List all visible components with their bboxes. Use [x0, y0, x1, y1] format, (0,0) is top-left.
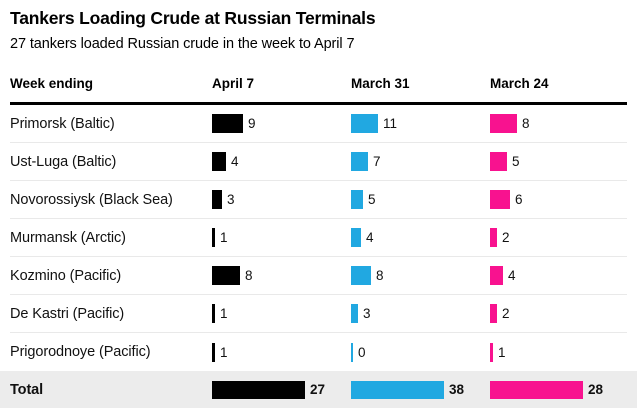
- bar-value-label: 6: [515, 192, 523, 207]
- terminal-label: Murmansk (Arctic): [10, 229, 126, 246]
- table-row-novorossiysk-black-sea: Novorossiysk (Black Sea) 3 5 6: [10, 181, 627, 219]
- bar-value-label: 1: [220, 306, 228, 321]
- terminal-label: Novorossiysk (Black Sea): [10, 191, 173, 208]
- bar-march-24: [490, 152, 507, 171]
- bar-value-label: 4: [231, 154, 239, 169]
- bar-april-7: [212, 380, 305, 399]
- bar-cell-april-7: 1: [212, 342, 351, 362]
- bar-april-7: [212, 114, 243, 133]
- bar-cell-march-31: 4: [351, 228, 490, 247]
- bar-cell-march-24: 8: [490, 114, 627, 133]
- bar-march-24: [490, 190, 510, 209]
- bar-value-label: 2: [502, 306, 510, 321]
- bar-april-7: [212, 152, 226, 171]
- bar-value-label: 11: [383, 116, 398, 131]
- bar-cell-march-24: 5: [490, 152, 627, 171]
- bar-cell-march-24: 2: [490, 228, 627, 247]
- bar-value-label: 28: [588, 382, 604, 397]
- bar-april-7: [212, 342, 215, 362]
- bar-march-31: [351, 190, 363, 209]
- terminal-label: Ust-Luga (Baltic): [10, 153, 117, 170]
- bar-cell-april-7: 3: [212, 190, 351, 209]
- bar-cell-march-24: 28: [490, 380, 627, 399]
- bar-cell-march-31: 3: [351, 304, 490, 323]
- week-ending-header: Week ending: [10, 76, 94, 91]
- terminal-label: De Kastri (Pacific): [10, 305, 125, 322]
- bar-cell-march-31: 38: [351, 380, 490, 399]
- table-row-ust-luga-baltic: Ust-Luga (Baltic) 4 7 5: [10, 143, 627, 181]
- bar-cell-march-31: 8: [351, 266, 490, 285]
- bar-march-31: [351, 152, 368, 171]
- bar-march-24: [490, 342, 493, 362]
- bar-cell-march-31: 11: [351, 114, 490, 133]
- bar-march-31: [351, 228, 361, 247]
- table-row-prigorodnoye-pacific: Prigorodnoye (Pacific) 1 0 1: [10, 333, 627, 371]
- bar-value-label: 7: [373, 154, 381, 169]
- bar-cell-march-24: 2: [490, 304, 627, 323]
- bar-march-31: [351, 114, 378, 133]
- table-row-de-kastri-pacific: De Kastri (Pacific) 1 3 2: [10, 295, 627, 333]
- bar-cell-march-24: 1: [490, 342, 627, 362]
- bar-march-31: [351, 304, 358, 323]
- bar-value-label: 27: [310, 382, 326, 397]
- bar-march-24: [490, 380, 583, 399]
- bar-value-label: 0: [358, 344, 366, 360]
- bar-march-24: [490, 228, 497, 247]
- table-row-murmansk-arctic: Murmansk (Arctic) 1 4 2: [10, 219, 627, 257]
- bar-value-label: 5: [512, 154, 520, 169]
- chart-subtitle: 27 tankers loaded Russian crude in the w…: [10, 36, 355, 52]
- bar-cell-april-7: 9: [212, 114, 351, 133]
- column-header-march-31: March 31: [351, 76, 410, 91]
- bar-cell-march-31: 7: [351, 152, 490, 171]
- bar-april-7: [212, 266, 240, 285]
- bar-april-7: [212, 228, 215, 247]
- bar-value-label: 1: [220, 344, 228, 360]
- bar-march-24: [490, 114, 517, 133]
- bar-value-label: 38: [449, 382, 465, 397]
- column-header-april-7: April 7: [212, 76, 255, 91]
- terminal-label: Prigorodnoye (Pacific): [10, 344, 151, 360]
- bar-march-31: [351, 266, 371, 285]
- terminal-label: Kozmino (Pacific): [10, 267, 122, 284]
- table-row-kozmino-pacific: Kozmino (Pacific) 8 8 4: [10, 257, 627, 295]
- table-body: Primorsk (Baltic) 9 11 8 Ust-Luga (Baltic) 4 7…: [10, 105, 627, 371]
- bar-value-label: 8: [522, 116, 530, 131]
- bar-value-label: 3: [363, 306, 371, 321]
- bar-value-label: 3: [227, 192, 235, 207]
- bar-value-label: 4: [508, 268, 516, 283]
- bar-march-24: [490, 266, 503, 285]
- bar-cell-april-7: 1: [212, 228, 351, 247]
- bar-value-label: 1: [220, 230, 228, 245]
- column-header-march-24: March 24: [490, 76, 549, 91]
- bar-value-label: 5: [368, 192, 376, 207]
- bar-value-label: 8: [376, 268, 384, 283]
- bar-cell-march-24: 4: [490, 266, 627, 285]
- total-row: Total 27 38 28: [0, 371, 637, 408]
- bar-april-7: [212, 304, 215, 323]
- bar-cell-april-7: 1: [212, 304, 351, 323]
- chart-title: Tankers Loading Crude at Russian Termina…: [10, 8, 376, 28]
- bar-cell-march-31: 5: [351, 190, 490, 209]
- bar-value-label: 1: [498, 344, 506, 360]
- bar-value-label: 8: [245, 268, 253, 283]
- bar-march-31: [351, 380, 444, 399]
- total-label: Total: [10, 381, 44, 398]
- bar-value-label: 9: [248, 116, 256, 131]
- bar-march-24: [490, 304, 497, 323]
- bar-april-7: [212, 190, 222, 209]
- bar-value-label: 2: [502, 230, 510, 245]
- bar-value-label: 4: [366, 230, 374, 245]
- bar-cell-april-7: 27: [212, 380, 351, 399]
- bar-cell-march-24: 6: [490, 190, 627, 209]
- bar-cell-april-7: 8: [212, 266, 351, 285]
- table-row-primorsk-baltic: Primorsk (Baltic) 9 11 8: [10, 105, 627, 143]
- bar-cell-april-7: 4: [212, 152, 351, 171]
- bar-cell-march-31: 0: [351, 342, 490, 362]
- bar-march-31: [351, 342, 353, 362]
- terminal-label: Primorsk (Baltic): [10, 115, 115, 132]
- table-header-row: Week ending April 7 March 31 March 24: [10, 76, 627, 105]
